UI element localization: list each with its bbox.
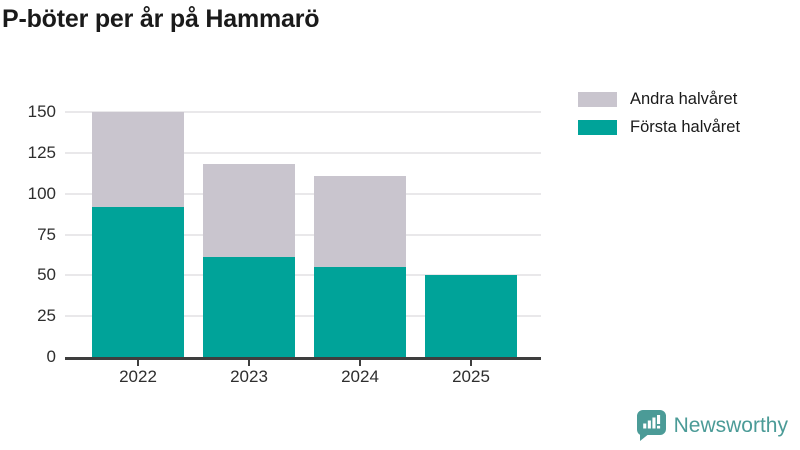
bar-2022-andra-halv-ret — [92, 112, 184, 207]
bar-2023-f-rsta-halv-ret — [203, 257, 295, 357]
x-tick-label-2024: 2024 — [341, 367, 379, 386]
y-tick-label-0: 0 — [46, 347, 56, 366]
x-tick-label-2023: 2023 — [230, 367, 268, 386]
x-tick-2022 — [137, 360, 139, 366]
x-axis-labels: 2022 2023 2024 2025 — [65, 367, 541, 391]
x-tick-2024 — [359, 360, 361, 366]
legend-item-forsta-halvaret: Första halvåret — [578, 118, 740, 136]
plot-area — [65, 111, 541, 366]
y-tick-label-25: 25 — [37, 306, 56, 326]
legend-label-andra: Andra halvåret — [630, 90, 738, 108]
legend-label-forsta: Första halvåret — [630, 118, 741, 136]
bar-2024-andra-halv-ret — [314, 175, 406, 268]
y-tick-label-100: 100 — [27, 183, 56, 203]
gridline-y-100 — [65, 192, 541, 195]
legend-swatch-forsta — [578, 119, 617, 135]
x-tick-2025 — [470, 360, 472, 366]
x-tick-label-2025: 2025 — [452, 367, 490, 386]
gridline-y-50 — [65, 274, 541, 277]
legend-swatch-andra — [578, 91, 617, 107]
gridline-y-125 — [65, 151, 541, 154]
gridline-y-150 — [65, 111, 541, 113]
y-tick-label-150: 150 — [27, 102, 56, 121]
y-axis-labels: 0 25 50 75 100 125 150 — [0, 102, 56, 366]
gridline-y-25 — [65, 315, 541, 318]
y-tick-label-125: 125 — [27, 142, 56, 162]
legend-item-andra-halvaret: Andra halvåret — [578, 90, 740, 108]
bar-chart-speech-bubble-icon — [636, 410, 666, 441]
newsworthy-logo: Newsworthy — [636, 410, 788, 441]
x-tick-label-2022: 2022 — [119, 367, 157, 386]
bar-2024-f-rsta-halv-ret — [314, 267, 406, 357]
legend: Andra halvåret Första halvåret — [578, 90, 740, 146]
y-tick-label-75: 75 — [37, 224, 56, 244]
chart-title: P-böter per år på Hammarö — [2, 5, 320, 33]
x-tick-2023 — [248, 360, 250, 366]
y-tick-label-50: 50 — [37, 265, 56, 285]
bar-2022-f-rsta-halv-ret — [92, 206, 184, 357]
newsworthy-wordmark: Newsworthy — [673, 413, 788, 437]
bar-2025-f-rsta-halv-ret — [425, 275, 517, 357]
gridline-y-75 — [65, 233, 541, 236]
bar-2023-andra-halv-ret — [203, 164, 295, 258]
